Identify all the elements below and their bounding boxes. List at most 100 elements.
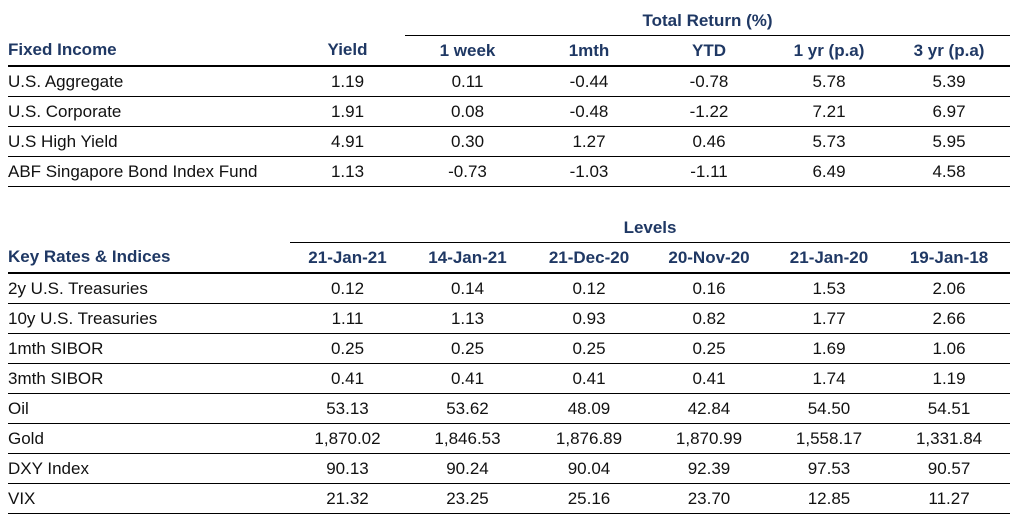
row-label: U.S. Aggregate bbox=[8, 66, 290, 97]
table-cell: 0.41 bbox=[405, 363, 530, 394]
row-label: 10y U.S. Treasuries bbox=[8, 303, 290, 334]
table-cell: 0.25 bbox=[405, 333, 530, 364]
column-header: YTD bbox=[648, 35, 770, 67]
table-cell: 1,876.89 bbox=[530, 423, 648, 454]
row-label: Oil bbox=[8, 393, 290, 424]
table-cell: 4.58 bbox=[888, 156, 1011, 187]
table-row: Gold 1,870.02 1,846.53 1,876.89 1,870.99 1,55… bbox=[8, 423, 1011, 454]
key-rates-table: Levels Key Rates & Indices 21-Jan-21 14-… bbox=[8, 213, 1011, 514]
table-cell: 23.70 bbox=[648, 483, 770, 514]
column-header: 1 yr (p.a) bbox=[770, 35, 888, 67]
table-cell: 0.08 bbox=[405, 96, 530, 127]
table-cell: 0.46 bbox=[648, 126, 770, 157]
table-row: Oil 53.13 53.62 48.09 42.84 54.50 54.51 bbox=[8, 393, 1011, 424]
table-cell: 0.41 bbox=[530, 363, 648, 394]
table-row: U.S. Aggregate 1.19 0.11 -0.44 -0.78 5.78 5.39 bbox=[8, 66, 1011, 97]
table-cell: 97.53 bbox=[770, 453, 888, 484]
column-header: 1 week bbox=[405, 35, 530, 67]
group-spacer bbox=[8, 213, 290, 243]
table-cell: 0.25 bbox=[290, 333, 405, 364]
column-header: Fixed Income bbox=[8, 35, 290, 67]
table-cell: 0.93 bbox=[530, 303, 648, 334]
table-cell: 12.85 bbox=[770, 483, 888, 514]
group-spacer bbox=[8, 6, 290, 36]
table-row: 1mth SIBOR 0.25 0.25 0.25 0.25 1.69 1.06 bbox=[8, 333, 1011, 364]
table-cell: 1.13 bbox=[290, 156, 405, 187]
table-row: U.S High Yield 4.91 0.30 1.27 0.46 5.73 5.95 bbox=[8, 126, 1011, 157]
table-cell: 0.30 bbox=[405, 126, 530, 157]
table-cell: 0.41 bbox=[648, 363, 770, 394]
column-header: 21-Jan-21 bbox=[290, 242, 405, 274]
table-cell: 11.27 bbox=[888, 483, 1011, 514]
row-label: U.S High Yield bbox=[8, 126, 290, 157]
table-cell: -0.73 bbox=[405, 156, 530, 187]
table-cell: 1.19 bbox=[888, 363, 1011, 394]
fixed-income-table-body: U.S. Aggregate 1.19 0.11 -0.44 -0.78 5.78 5.39… bbox=[8, 66, 1011, 187]
column-header: 21-Dec-20 bbox=[530, 242, 648, 274]
table-row: 10y U.S. Treasuries 1.11 1.13 0.93 0.82 1.77 2… bbox=[8, 303, 1011, 334]
table-row: DXY Index 90.13 90.24 90.04 92.39 97.53 90.57 bbox=[8, 453, 1011, 484]
table-row: 2y U.S. Treasuries 0.12 0.14 0.12 0.16 1.53 2.… bbox=[8, 273, 1011, 304]
table-cell: 5.39 bbox=[888, 66, 1011, 97]
key-rates-table-body: 2y U.S. Treasuries 0.12 0.14 0.12 0.16 1.53 2.… bbox=[8, 273, 1011, 514]
table-cell: 1.11 bbox=[290, 303, 405, 334]
table-cell: 0.25 bbox=[530, 333, 648, 364]
table-cell: 48.09 bbox=[530, 393, 648, 424]
column-header: 19-Jan-18 bbox=[888, 242, 1011, 274]
table-cell: 53.62 bbox=[405, 393, 530, 424]
row-label: Gold bbox=[8, 423, 290, 454]
table-cell: 53.13 bbox=[290, 393, 405, 424]
table-cell: 1.91 bbox=[290, 96, 405, 127]
table-cell: 2.66 bbox=[888, 303, 1011, 334]
table-cell: 5.78 bbox=[770, 66, 888, 97]
table-cell: 1,558.17 bbox=[770, 423, 888, 454]
table-row: VIX 21.32 23.25 25.16 23.70 12.85 11.27 bbox=[8, 483, 1011, 514]
row-label: VIX bbox=[8, 483, 290, 514]
key-rates-group-header-row: Levels bbox=[8, 213, 1011, 243]
column-header: 14-Jan-21 bbox=[405, 242, 530, 274]
table-cell: 92.39 bbox=[648, 453, 770, 484]
fixed-income-group-header-row: Total Return (%) bbox=[8, 6, 1011, 36]
table-cell: 90.04 bbox=[530, 453, 648, 484]
table-cell: 7.21 bbox=[770, 96, 888, 127]
fixed-income-table: Total Return (%) Fixed Income Yield 1 we… bbox=[8, 6, 1011, 187]
table-cell: 1.27 bbox=[530, 126, 648, 157]
table-cell: 5.95 bbox=[888, 126, 1011, 157]
table-cell: 21.32 bbox=[290, 483, 405, 514]
table-cell: 54.50 bbox=[770, 393, 888, 424]
table-cell: 23.25 bbox=[405, 483, 530, 514]
table-cell: 0.16 bbox=[648, 273, 770, 304]
table-cell: -1.11 bbox=[648, 156, 770, 187]
table-cell: 0.41 bbox=[290, 363, 405, 394]
table-row: 3mth SIBOR 0.41 0.41 0.41 0.41 1.74 1.19 bbox=[8, 363, 1011, 394]
table-cell: -1.03 bbox=[530, 156, 648, 187]
row-label: 1mth SIBOR bbox=[8, 333, 290, 364]
table-cell: 0.14 bbox=[405, 273, 530, 304]
table-cell: 0.25 bbox=[648, 333, 770, 364]
column-header: Yield bbox=[290, 35, 405, 67]
row-label: DXY Index bbox=[8, 453, 290, 484]
table-row: U.S. Corporate 1.91 0.08 -0.48 -1.22 7.21 6.97 bbox=[8, 96, 1011, 127]
table-cell: 4.91 bbox=[290, 126, 405, 157]
group-spacer bbox=[290, 6, 405, 36]
table-cell: 6.49 bbox=[770, 156, 888, 187]
table-cell: 1.53 bbox=[770, 273, 888, 304]
table-cell: 25.16 bbox=[530, 483, 648, 514]
table-cell: 0.11 bbox=[405, 66, 530, 97]
table-cell: 1.77 bbox=[770, 303, 888, 334]
table-cell: 1.19 bbox=[290, 66, 405, 97]
table-cell: -0.78 bbox=[648, 66, 770, 97]
table-cell: 0.82 bbox=[648, 303, 770, 334]
table-cell: 1.69 bbox=[770, 333, 888, 364]
total-return-group-label: Total Return (%) bbox=[405, 6, 1011, 36]
table-cell: 0.12 bbox=[290, 273, 405, 304]
row-label: 2y U.S. Treasuries bbox=[8, 273, 290, 304]
levels-group-label: Levels bbox=[290, 213, 1011, 243]
table-cell: 1.74 bbox=[770, 363, 888, 394]
table-cell: 90.13 bbox=[290, 453, 405, 484]
table-cell: 1,331.84 bbox=[888, 423, 1011, 454]
fixed-income-column-header-row: Fixed Income Yield 1 week 1mth YTD 1 yr … bbox=[8, 35, 1011, 67]
row-label: 3mth SIBOR bbox=[8, 363, 290, 394]
column-header: 21-Jan-20 bbox=[770, 242, 888, 274]
table-cell: 42.84 bbox=[648, 393, 770, 424]
